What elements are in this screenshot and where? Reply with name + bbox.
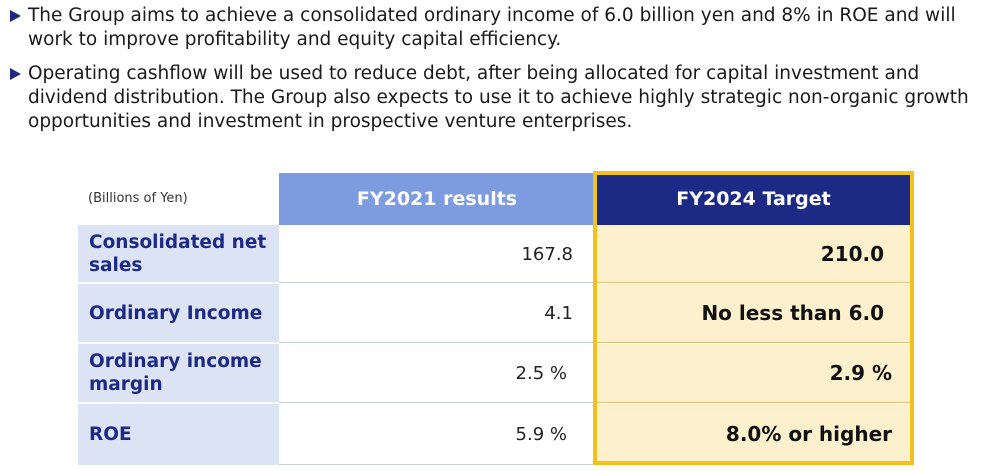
triangle-bullet-icon	[10, 10, 21, 22]
unit-label: (Billions of Yen)	[88, 191, 188, 206]
row-divider	[78, 402, 912, 404]
header-fy2024-target: FY2024 Target	[595, 173, 912, 225]
row-divider	[595, 342, 912, 343]
row-divider	[595, 282, 912, 283]
row-divider	[279, 402, 595, 403]
row-divider	[78, 282, 912, 284]
row-divider	[279, 282, 595, 283]
results-value: 5.9 %	[515, 423, 567, 445]
bullet-list: The Group aims to achieve a consolidated…	[8, 4, 998, 144]
row-label: Ordinary income margin	[78, 343, 279, 403]
bullet-item: Operating cashflow will be used to reduc…	[8, 62, 998, 134]
row-divider	[595, 402, 912, 403]
target-value: No less than 6.0	[595, 283, 912, 343]
row-divider	[279, 464, 595, 465]
results-value: 167.8	[521, 243, 573, 265]
row-label: Ordinary Income	[78, 283, 279, 343]
header-fy2021-results: FY2021 results	[279, 173, 595, 225]
bullet-text: Operating cashflow will be used to reduc…	[28, 63, 969, 132]
row-divider	[279, 342, 595, 343]
bullet-text: The Group aims to achieve a consolidated…	[28, 5, 956, 50]
row-divider	[78, 342, 912, 344]
bullet-item: The Group aims to achieve a consolidated…	[8, 4, 998, 52]
results-value: 4.1	[544, 302, 573, 324]
target-value: 210.0	[595, 225, 912, 283]
target-value: 2.9 %	[595, 343, 912, 403]
row-label: Consolidated net sales	[78, 225, 279, 283]
target-value: 8.0% or higher	[595, 403, 912, 465]
results-value: 2.5 %	[515, 362, 567, 384]
targets-table: (Billions of Yen) FY2021 results FY2024 …	[78, 171, 914, 465]
row-label: ROE	[78, 403, 279, 465]
triangle-bullet-icon	[10, 68, 21, 80]
